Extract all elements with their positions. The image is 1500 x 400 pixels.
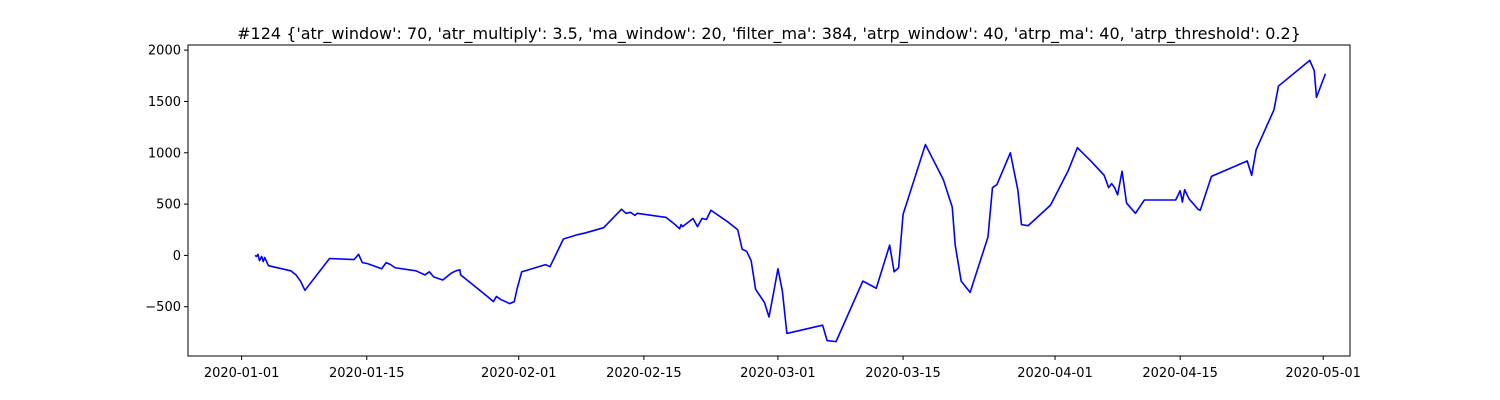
x-tick-label: 2020-05-01	[1285, 366, 1361, 381]
y-tick-label: 1000	[148, 146, 181, 161]
x-tick-label: 2020-04-01	[1017, 366, 1093, 381]
x-tick-label: 2020-01-01	[204, 366, 280, 381]
y-tick-label: 500	[156, 198, 181, 213]
y-tick-label: −500	[145, 300, 181, 315]
series-layer	[254, 59, 1327, 343]
x-tick-label: 2020-01-15	[329, 366, 405, 381]
chart-title: #124 {'atr_window': 70, 'atr_multiply': …	[237, 24, 1301, 44]
series-line-0	[254, 59, 1327, 343]
x-tick-label: 2020-02-01	[481, 366, 557, 381]
x-tick-label: 2020-04-15	[1142, 366, 1218, 381]
y-tick-label: 2000	[148, 44, 181, 59]
x-tick-label: 2020-03-01	[740, 366, 816, 381]
y-tick-label: 0	[173, 249, 181, 264]
y-tick-label: 1500	[148, 95, 181, 110]
plot-frame	[187, 44, 1351, 357]
x-tick-label: 2020-03-15	[865, 366, 941, 381]
x-axis: 2020-01-01 2020-01-15 2020-02-01 2020-02-15…	[204, 356, 1361, 381]
y-axis: −500 0 500 1000 1500 2000	[145, 44, 188, 315]
x-tick-label: 2020-02-15	[606, 366, 682, 381]
